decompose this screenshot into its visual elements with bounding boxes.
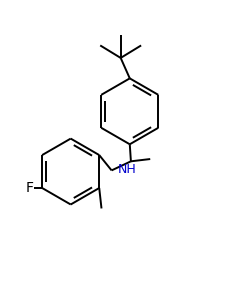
Text: F: F <box>26 181 33 195</box>
Text: NH: NH <box>117 163 135 176</box>
